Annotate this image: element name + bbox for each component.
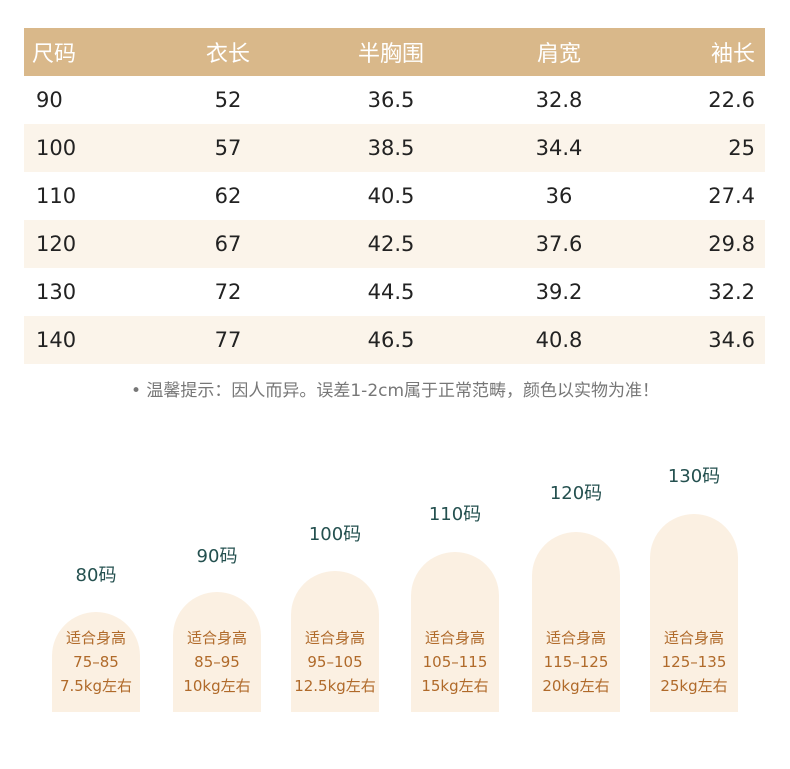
cell-size: 140 xyxy=(36,328,77,352)
cell-sleeve: 22.6 xyxy=(708,88,755,112)
cell-length: 57 xyxy=(214,136,242,160)
size-guide-height: 75–85 xyxy=(73,653,119,671)
table-row: 130 72 44.5 39.2 32.2 xyxy=(24,268,765,316)
size-guide-size: 120码 xyxy=(549,483,603,504)
cell-half-chest: 36.5 xyxy=(367,88,415,112)
cell-size: 130 xyxy=(36,280,77,304)
size-guide-label: 适合身高 xyxy=(545,629,606,647)
size-guide-weight: 7.5kg左右 xyxy=(59,677,133,695)
cell-length: 67 xyxy=(214,232,242,256)
cell-size: 110 xyxy=(36,184,77,208)
size-guide-height: 95–105 xyxy=(307,653,363,671)
size-guide-pill: 适合身高 125–135 25kg左右 xyxy=(650,514,738,712)
size-guide-label: 适合身高 xyxy=(304,629,365,647)
size-guide-weight: 20kg左右 xyxy=(542,677,610,695)
size-guide-height: 125–135 xyxy=(661,653,727,671)
table-row: 90 52 36.5 32.8 22.6 xyxy=(24,76,765,124)
table-row: 140 77 46.5 40.8 34.6 xyxy=(24,316,765,364)
cell-shoulder: 36 xyxy=(545,184,573,208)
size-guide-size: 130码 xyxy=(667,466,721,487)
size-guide-pill: 适合身高 75–85 7.5kg左右 xyxy=(52,612,140,712)
size-guide-weight: 10kg左右 xyxy=(183,677,251,695)
size-guide-weight: 25kg左右 xyxy=(660,677,728,695)
cell-shoulder: 32.8 xyxy=(535,88,583,112)
size-guide-weight: 15kg左右 xyxy=(421,677,489,695)
size-table: 尺码 衣长 半胸围 肩宽 袖长 90 52 36.5 32.8 22.6 100… xyxy=(24,28,765,364)
size-guide-pill: 适合身高 105–115 15kg左右 xyxy=(411,552,499,712)
cell-half-chest: 40.5 xyxy=(367,184,415,208)
size-guide-label: 适合身高 xyxy=(663,629,724,647)
cell-shoulder: 39.2 xyxy=(535,280,583,304)
size-guide-label: 适合身高 xyxy=(65,629,126,647)
header-half-chest: 半胸围 xyxy=(357,42,424,67)
size-guide-pill: 适合身高 115–125 20kg左右 xyxy=(532,532,620,712)
header-size: 尺码 xyxy=(32,42,77,67)
cell-length: 72 xyxy=(214,280,242,304)
header-sleeve: 袖长 xyxy=(710,42,755,67)
cell-sleeve: 29.8 xyxy=(708,232,755,256)
cell-size: 120 xyxy=(36,232,77,256)
header-length: 衣长 xyxy=(205,42,250,67)
cell-size: 90 xyxy=(36,88,63,112)
size-guide-weight: 12.5kg左右 xyxy=(294,677,376,695)
size-guide-height: 115–125 xyxy=(543,653,609,671)
size-guide-height: 85–95 xyxy=(194,653,240,671)
size-note: • 温馨提示：因人而异。误差1-2cm属于正常范畴，颜色以实物为准！ xyxy=(130,381,660,401)
cell-half-chest: 42.5 xyxy=(367,232,415,256)
cell-size: 100 xyxy=(36,136,77,160)
size-guide-size: 110码 xyxy=(428,504,482,525)
size-guide-label: 适合身高 xyxy=(186,629,247,647)
size-guide-size: 90码 xyxy=(196,546,238,567)
cell-length: 52 xyxy=(214,88,242,112)
cell-half-chest: 46.5 xyxy=(367,328,415,352)
cell-shoulder: 40.8 xyxy=(535,328,583,352)
cell-half-chest: 38.5 xyxy=(367,136,415,160)
size-guide-pill: 适合身高 85–95 10kg左右 xyxy=(173,592,261,712)
table-row: 100 57 38.5 34.4 25 xyxy=(24,124,765,172)
cell-length: 77 xyxy=(214,328,242,352)
size-guide-label: 适合身高 xyxy=(424,629,485,647)
cell-sleeve: 25 xyxy=(728,136,755,160)
size-guide-size: 80码 xyxy=(75,565,117,586)
cell-sleeve: 32.2 xyxy=(708,280,755,304)
cell-shoulder: 34.4 xyxy=(535,136,583,160)
table-row: 110 62 40.5 36 27.4 xyxy=(24,172,765,220)
size-guide-size: 100码 xyxy=(308,524,362,545)
table-row: 120 67 42.5 37.6 29.8 xyxy=(24,220,765,268)
cell-sleeve: 34.6 xyxy=(708,328,755,352)
size-guide: 80码 适合身高 75–85 7.5kg左右 90码 适合身高 85–95 10… xyxy=(0,450,790,769)
size-guide-pill: 适合身高 95–105 12.5kg左右 xyxy=(291,571,379,712)
cell-length: 62 xyxy=(214,184,242,208)
header-shoulder: 肩宽 xyxy=(536,42,581,67)
size-guide-height: 105–115 xyxy=(422,653,488,671)
cell-sleeve: 27.4 xyxy=(708,184,755,208)
cell-half-chest: 44.5 xyxy=(367,280,415,304)
table-header: 尺码 衣长 半胸围 肩宽 袖长 xyxy=(24,28,765,76)
cell-shoulder: 37.6 xyxy=(535,232,583,256)
